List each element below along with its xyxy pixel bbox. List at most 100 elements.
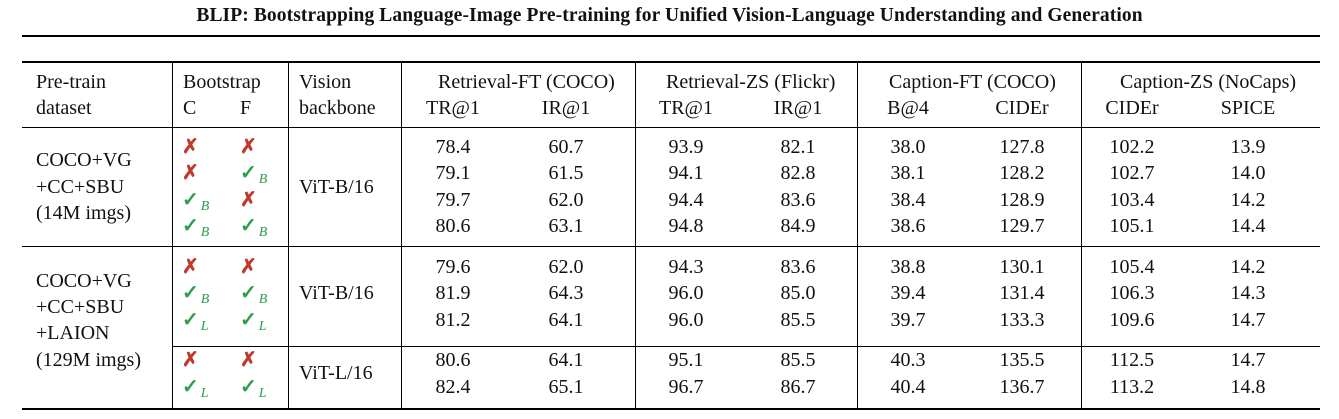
metric-value: 38.1: [890, 162, 926, 184]
header-dataset-line1: Pre-train: [36, 71, 106, 93]
dataset-label: (129M imgs): [36, 349, 141, 371]
metric-value: 96.0: [668, 282, 704, 304]
metric-value: 79.6: [435, 256, 471, 278]
metric-value: 102.7: [1109, 162, 1155, 184]
cross-icon: ✗: [182, 136, 199, 158]
header-bootstrap: Bootstrap: [183, 71, 261, 93]
metric-value: 79.7: [435, 189, 471, 211]
metric-value: 14.7: [1230, 309, 1266, 331]
metric-value: 106.3: [1109, 282, 1155, 304]
metric-value: 128.2: [999, 162, 1045, 184]
metric-value: 96.0: [668, 309, 704, 331]
bootstrap-subscript: B: [200, 292, 210, 307]
cross-icon: ✗: [240, 256, 257, 278]
header-dataset-line2: dataset: [36, 97, 92, 119]
check-icon: ✓: [182, 215, 199, 237]
metric-value: 61.5: [548, 162, 584, 184]
metric-value: 38.6: [890, 215, 926, 237]
backbone-label: ViT-B/16: [299, 282, 374, 304]
header-group-1: Retrieval-ZS (Flickr): [666, 71, 836, 93]
metric-value: 14.0: [1230, 162, 1266, 184]
check-icon: ✓: [240, 215, 257, 237]
col-sep-retrieval-ft: [635, 63, 636, 408]
header-backbone-line2: backbone: [299, 97, 376, 119]
col-sep-caption-ft: [1081, 63, 1082, 408]
bottom-rule: [22, 408, 1320, 410]
metric-value: 39.4: [890, 282, 926, 304]
backbone-label: ViT-B/16: [299, 176, 374, 198]
metric-value: 113.2: [1109, 376, 1155, 398]
metric-value: 81.2: [435, 309, 471, 331]
bootstrap-f-mark: ✗: [240, 134, 257, 160]
metric-value: 80.6: [435, 349, 471, 371]
header-bootstrap-f: F: [240, 97, 252, 119]
bootstrap-f-mark: ✓ L: [240, 374, 267, 403]
bootstrap-c-mark: ✓ L: [182, 374, 209, 403]
header-metric-6: CIDEr: [1105, 97, 1159, 119]
header-group-2: Caption-FT (COCO): [889, 71, 1056, 93]
cross-icon: ✗: [240, 189, 257, 211]
metric-value: 14.2: [1230, 256, 1266, 278]
bootstrap-f-mark: ✓ B: [240, 280, 267, 309]
bootstrap-c-mark: ✓ B: [182, 280, 209, 309]
metric-value: 105.4: [1109, 256, 1155, 278]
metric-value: 94.1: [668, 162, 704, 184]
check-icon: ✓: [240, 162, 257, 184]
metric-value: 38.0: [890, 136, 926, 158]
dataset-label: (14M imgs): [36, 202, 131, 224]
metric-value: 94.4: [668, 189, 704, 211]
metric-value: 39.7: [890, 309, 926, 331]
metric-value: 128.9: [999, 189, 1045, 211]
dataset-label: +CC+SBU: [36, 176, 125, 198]
metric-value: 14.3: [1230, 282, 1266, 304]
metric-value: 14.7: [1230, 349, 1266, 371]
metric-value: 38.8: [890, 256, 926, 278]
bootstrap-f-mark: ✗: [240, 254, 257, 280]
header-group-0: Retrieval-FT (COCO): [438, 71, 615, 93]
bootstrap-subscript: L: [200, 319, 209, 334]
bootstrap-f-mark: ✗: [240, 347, 257, 373]
bootstrap-f-mark: ✓ B: [240, 160, 267, 189]
metric-value: 112.5: [1109, 349, 1155, 371]
header-metric-1: IR@1: [541, 97, 591, 119]
backbone-label: ViT-L/16: [299, 362, 373, 384]
metric-value: 103.4: [1109, 189, 1155, 211]
bootstrap-subscript: L: [200, 386, 209, 401]
metric-value: 83.6: [780, 189, 816, 211]
metric-value: 78.4: [435, 136, 471, 158]
check-icon: ✓: [182, 189, 199, 211]
metric-value: 86.7: [780, 376, 816, 398]
metric-value: 129.7: [999, 215, 1045, 237]
metric-value: 80.6: [435, 215, 471, 237]
metric-value: 13.9: [1230, 136, 1266, 158]
cross-icon: ✗: [182, 349, 199, 371]
dataset-label: +LAION: [36, 322, 110, 344]
header-backbone-line1: Vision: [299, 71, 352, 93]
bootstrap-c-mark: ✗: [182, 160, 199, 186]
metric-value: 14.4: [1230, 215, 1266, 237]
bootstrap-f-mark: ✓ B: [240, 213, 267, 242]
header-bootstrap-c: C: [183, 97, 197, 119]
bootstrap-subscript: B: [258, 172, 268, 187]
metric-value: 82.1: [780, 136, 816, 158]
metric-value: 40.4: [890, 376, 926, 398]
bootstrap-c-mark: ✓ B: [182, 187, 209, 216]
metric-value: 130.1: [999, 256, 1045, 278]
cross-icon: ✗: [182, 162, 199, 184]
header-metric-2: TR@1: [659, 97, 713, 119]
bootstrap-c-mark: ✗: [182, 134, 199, 160]
metric-value: 82.8: [780, 162, 816, 184]
metric-value: 38.4: [890, 189, 926, 211]
dataset-label: COCO+VG: [36, 270, 132, 292]
header-metric-4: B@4: [887, 97, 929, 119]
metric-value: 64.1: [548, 309, 584, 331]
metric-value: 65.1: [548, 376, 584, 398]
metric-value: 84.9: [780, 215, 816, 237]
metric-value: 81.9: [435, 282, 471, 304]
metric-value: 135.5: [999, 349, 1045, 371]
check-icon: ✓: [240, 376, 257, 398]
metric-value: 79.1: [435, 162, 471, 184]
cross-icon: ✗: [182, 256, 199, 278]
metric-value: 62.0: [548, 189, 584, 211]
header-metric-0: TR@1: [426, 97, 480, 119]
